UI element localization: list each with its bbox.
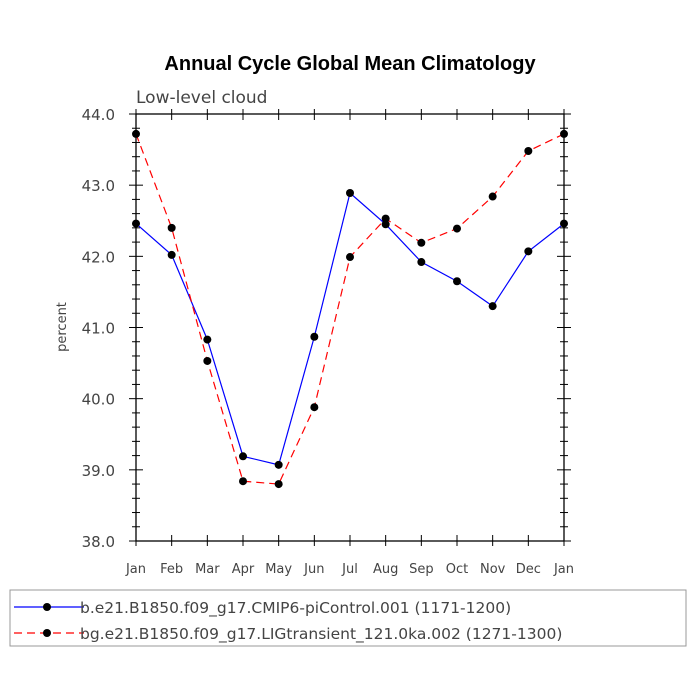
- data-point: [346, 188, 354, 197]
- series-line: [135, 133, 565, 485]
- data-point: [132, 219, 140, 228]
- y-tick-label: 40.0: [82, 391, 115, 409]
- y-tick-label: 44.0: [82, 106, 115, 124]
- x-tick-label: Jun: [303, 562, 324, 577]
- data-point: [167, 250, 176, 259]
- data-point: [346, 253, 354, 262]
- data-point: [310, 403, 319, 412]
- x-tick-label: Apr: [232, 562, 255, 577]
- data-point: [453, 224, 461, 233]
- data-point: [417, 258, 426, 267]
- y-tick-label: 42.0: [82, 248, 115, 266]
- x-tick-label: May: [265, 562, 292, 577]
- y-axis-label: percent: [55, 302, 70, 352]
- data-point: [488, 302, 497, 311]
- chart-subtitle: Low-level cloud: [136, 88, 267, 108]
- plot-frame: [135, 113, 565, 542]
- data-point: [381, 220, 390, 229]
- data-point: [453, 277, 461, 286]
- x-tick-label: Jan: [125, 562, 146, 577]
- data-point: [167, 223, 176, 232]
- data-point: [274, 460, 283, 469]
- data-point: [488, 192, 497, 201]
- y-tick-label: 38.0: [82, 533, 115, 551]
- y-tick-labels: 38.0 39.0 40.0 41.0 42.0 43.0 44.0: [82, 106, 115, 551]
- series-line: [135, 191, 565, 466]
- data-point: [132, 129, 140, 138]
- x-tick-label: Mar: [195, 562, 220, 577]
- x-tick-label: Nov: [480, 562, 506, 577]
- axis-ticks: [129, 109, 571, 546]
- y-tick-label: 39.0: [82, 462, 115, 480]
- data-point: [524, 147, 533, 156]
- x-tick-label: Feb: [160, 562, 183, 577]
- y-tick-label: 41.0: [82, 320, 115, 338]
- data-point: [417, 238, 426, 247]
- legend-label: b.e21.B1850.f09_g17.CMIP6-piControl.001 …: [80, 599, 511, 618]
- y-tick-label: 43.0: [82, 177, 115, 195]
- x-tick-label: Sep: [409, 562, 434, 577]
- data-point: [239, 477, 247, 486]
- chart-title: Annual Cycle Global Mean Climatology: [164, 53, 536, 75]
- legend: b.e21.B1850.f09_g17.CMIP6-piControl.001 …: [14, 599, 562, 644]
- legend-marker: [43, 603, 51, 611]
- x-tick-label: Jul: [341, 562, 358, 577]
- data-point: [560, 219, 568, 228]
- data-point: [203, 356, 212, 365]
- x-tick-label: Oct: [446, 562, 468, 577]
- data-point: [560, 129, 568, 138]
- legend-box: [9, 589, 687, 647]
- series-group: [132, 129, 568, 489]
- legend-label: bg.e21.B1850.f09_g17.LIGtransient_121.0k…: [80, 625, 562, 644]
- data-point: [310, 332, 319, 341]
- x-tick-labels: Jan Feb Mar Apr May Jun Jul Aug Sep Oct Nov Dec Jan: [125, 562, 574, 577]
- data-point: [381, 214, 390, 223]
- data-point: [239, 452, 247, 461]
- x-tick-label: Jan: [553, 562, 574, 577]
- data-point: [274, 480, 283, 489]
- legend-marker: [43, 629, 51, 637]
- data-point: [203, 335, 212, 344]
- data-point: [524, 247, 533, 256]
- x-tick-label: Aug: [373, 562, 398, 577]
- x-tick-label: Dec: [516, 562, 541, 577]
